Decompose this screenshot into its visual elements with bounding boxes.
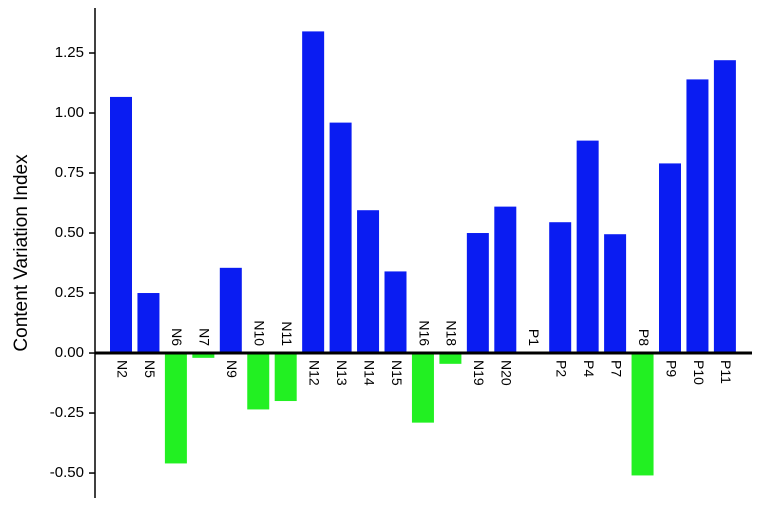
category-label: N18 xyxy=(444,320,460,346)
bar xyxy=(137,293,160,354)
y-tick-label: 0.00 xyxy=(55,344,84,361)
category-label: P4 xyxy=(581,360,597,377)
category-label: N12 xyxy=(306,360,322,386)
category-label: N9 xyxy=(224,360,240,378)
category-label: N5 xyxy=(142,360,158,378)
bar xyxy=(247,353,270,410)
category-label: N19 xyxy=(471,360,487,386)
bar xyxy=(384,271,407,354)
bar xyxy=(604,234,627,354)
category-label: N13 xyxy=(334,360,350,386)
bar xyxy=(494,206,517,354)
bar xyxy=(302,31,325,354)
bar xyxy=(466,233,489,354)
category-label: N16 xyxy=(416,320,432,346)
bar xyxy=(659,163,681,354)
bar xyxy=(164,353,187,464)
y-tick-label: 1.25 xyxy=(55,44,84,61)
y-tick-label: 0.25 xyxy=(55,284,84,301)
bar xyxy=(192,353,215,358)
category-label: P7 xyxy=(608,360,624,377)
category-label: N14 xyxy=(361,360,377,386)
bar xyxy=(411,353,434,423)
category-label: P1 xyxy=(526,329,542,346)
bar xyxy=(439,353,462,364)
bar xyxy=(357,210,380,354)
category-label: N7 xyxy=(197,328,213,346)
y-axis-label: Content Variation Index xyxy=(11,154,32,352)
category-label: N10 xyxy=(252,320,268,346)
bar xyxy=(631,353,654,476)
y-tick-label: 0.50 xyxy=(55,224,84,241)
category-label: N15 xyxy=(389,360,405,386)
y-tick-label: -0.25 xyxy=(50,404,84,421)
category-label: N6 xyxy=(169,328,185,346)
bar xyxy=(219,267,242,354)
bar xyxy=(713,60,736,354)
category-label: N11 xyxy=(279,321,295,346)
category-label: N20 xyxy=(499,360,515,386)
category-label: P9 xyxy=(663,360,679,377)
bar xyxy=(110,96,132,354)
category-label: P8 xyxy=(636,329,652,346)
y-tick-label: -0.50 xyxy=(50,464,84,481)
bar xyxy=(329,122,352,354)
bar xyxy=(576,140,599,354)
category-label: P10 xyxy=(691,360,707,385)
bar xyxy=(549,222,572,354)
y-tick-label: 1.00 xyxy=(55,104,84,121)
category-label: P11 xyxy=(718,360,734,384)
bar xyxy=(686,79,709,354)
category-label: N2 xyxy=(114,360,130,378)
bar xyxy=(274,353,297,402)
y-tick-label: 0.75 xyxy=(55,164,84,181)
category-label: P2 xyxy=(553,360,569,377)
